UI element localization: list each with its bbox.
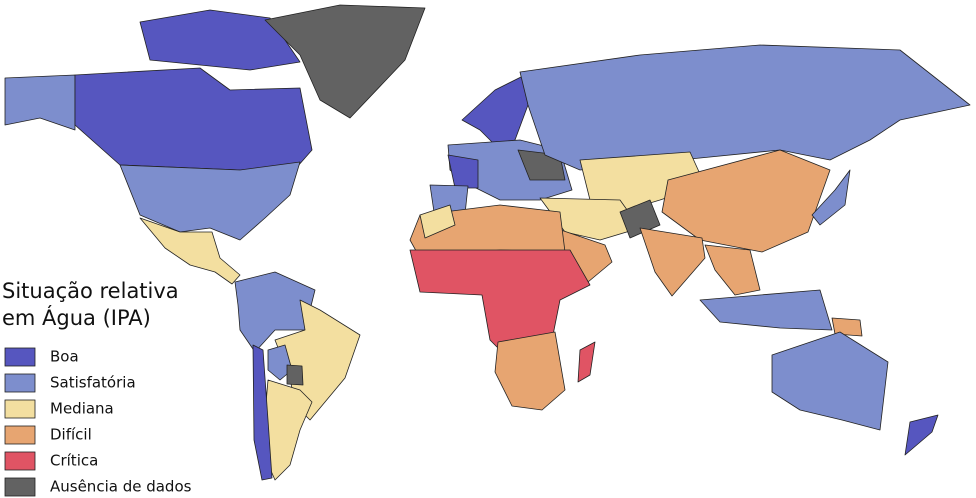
country	[139, 217, 241, 285]
country	[139, 9, 301, 71]
legend-title: Situação relativa	[2, 279, 179, 303]
country	[811, 169, 851, 226]
legend-label: Satisfatória	[50, 374, 136, 392]
country	[286, 364, 304, 386]
country	[447, 154, 479, 189]
country	[419, 204, 456, 239]
country	[661, 149, 831, 253]
legend-swatch	[4, 425, 36, 445]
country	[4, 74, 76, 131]
legend-swatch	[4, 399, 36, 419]
country	[234, 271, 316, 353]
legend-label: Boa	[50, 348, 79, 366]
country	[461, 74, 529, 146]
country	[577, 341, 596, 383]
legend-swatch	[4, 477, 36, 497]
country	[252, 344, 273, 481]
country	[831, 317, 863, 337]
legend: Situação relativa em Água (IPA) Boa Satis…	[2, 279, 192, 497]
country	[699, 289, 833, 331]
country	[519, 44, 971, 171]
country	[119, 161, 301, 241]
legend-swatch	[4, 373, 36, 393]
legend-swatch	[4, 347, 36, 367]
legend-swatch	[4, 451, 36, 471]
legend-label: Mediana	[50, 400, 114, 418]
country	[904, 414, 939, 456]
legend-label: Difícil	[50, 426, 92, 444]
country	[494, 331, 566, 411]
country	[639, 227, 706, 297]
country	[267, 344, 293, 381]
country	[704, 244, 761, 296]
country	[771, 331, 889, 431]
countries	[4, 4, 971, 481]
legend-title: em Água (IPA)	[2, 305, 151, 330]
country	[619, 199, 661, 239]
legend-label: Ausência de dados	[50, 478, 192, 496]
legend-label: Crítica	[50, 452, 98, 470]
country	[264, 4, 426, 119]
